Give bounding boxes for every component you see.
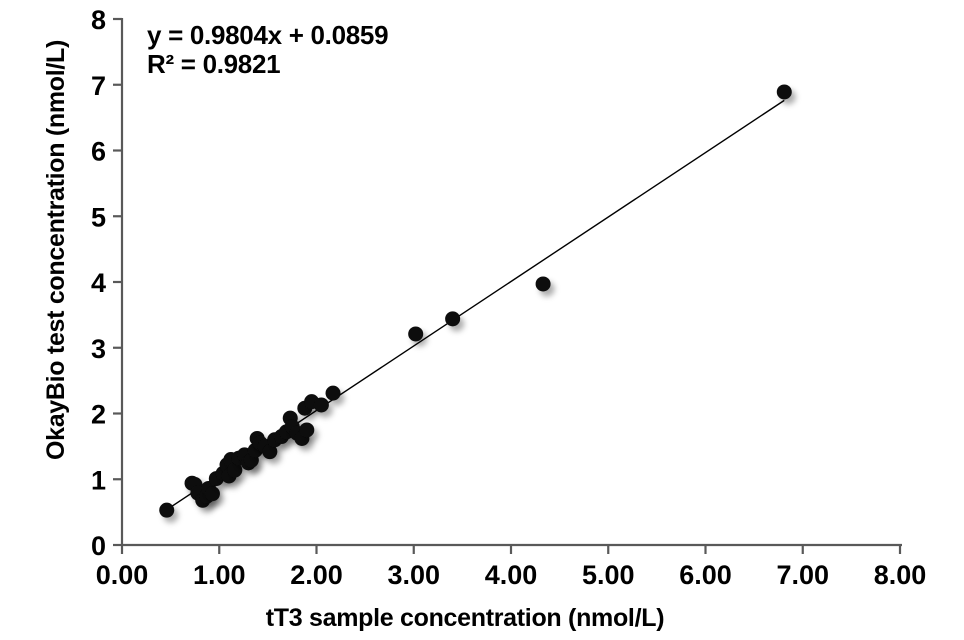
- x-tick-label: 5.00: [582, 560, 635, 590]
- data-points: [159, 84, 792, 518]
- data-point: [262, 444, 278, 460]
- axes: 0.00 1.00 2.00 3.00 4.00 5.00 6.00 7.00 8.00 0 1 2 3…: [91, 5, 926, 590]
- equation-text: y = 0.9804x + 0.0859: [147, 20, 388, 50]
- x-tick-label: 7.00: [776, 560, 829, 590]
- data-point: [204, 486, 220, 502]
- x-tick-label: 1.00: [193, 560, 246, 590]
- y-tick-label: 5: [91, 202, 106, 232]
- y-tick-label: 3: [91, 334, 106, 364]
- data-point: [325, 385, 341, 401]
- y-tick-label: 2: [91, 400, 106, 430]
- y-axis-title: OkayBio test concentration (nmol/L): [42, 40, 70, 460]
- x-tick-label: 2.00: [290, 560, 343, 590]
- r-squared-text: R² = 0.9821: [147, 49, 280, 79]
- x-axis-title: tT3 sample concentration (nmol/L): [266, 604, 664, 632]
- y-tick-label: 0: [91, 531, 106, 561]
- y-tick-label: 6: [91, 137, 106, 167]
- y-tick-label: 7: [91, 71, 106, 101]
- data-point: [408, 326, 424, 342]
- data-point: [159, 502, 175, 518]
- x-tick-label: 3.00: [387, 560, 440, 590]
- data-point: [535, 276, 551, 292]
- data-point: [299, 422, 315, 438]
- x-tick-label: 6.00: [679, 560, 732, 590]
- y-tick-label: 4: [91, 268, 106, 298]
- y-tick-label: 8: [91, 5, 106, 35]
- x-tick-label: 8.00: [874, 560, 927, 590]
- data-point: [313, 397, 329, 413]
- data-point: [445, 311, 461, 327]
- data-point: [776, 84, 792, 100]
- data-point: [227, 462, 243, 478]
- y-tick-label: 1: [91, 465, 106, 495]
- x-tick-label: 4.00: [485, 560, 538, 590]
- x-tick-label: 0.00: [96, 560, 149, 590]
